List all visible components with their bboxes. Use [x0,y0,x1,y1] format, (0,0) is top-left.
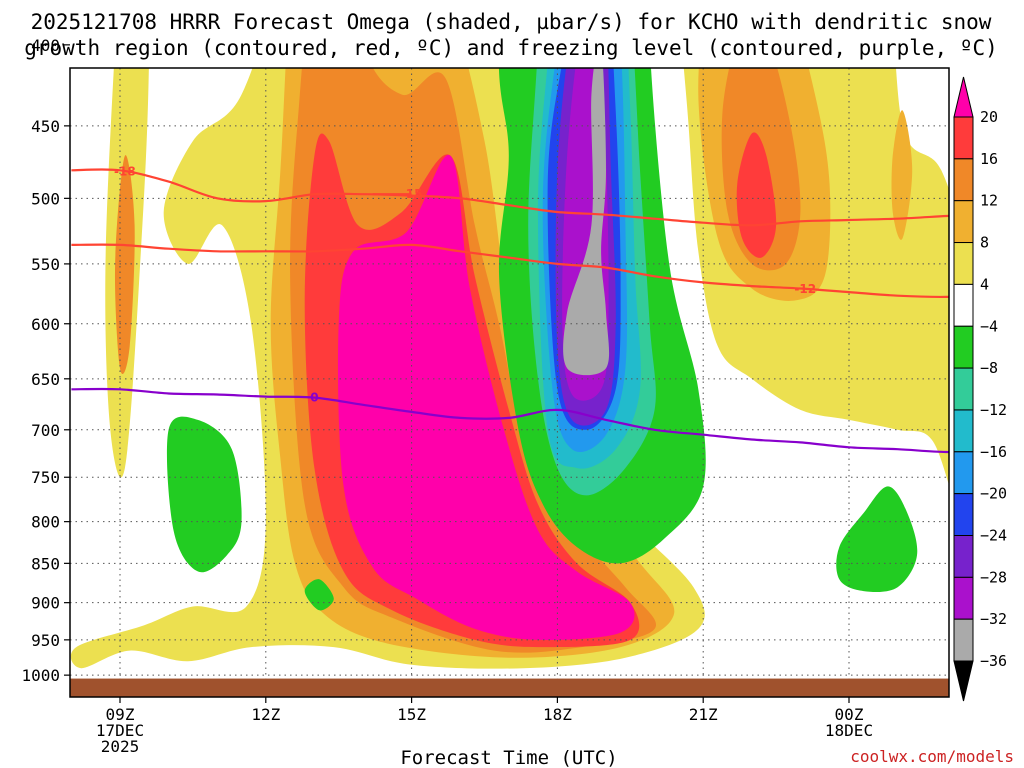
y-tick-label-450: 450 [31,117,60,136]
y-tick-label-850: 850 [31,554,60,573]
x-tick-label-24-0: 00Z [835,705,864,724]
colorbar-label-1: 16 [980,150,998,168]
colorbar-bin-4 [953,242,974,285]
colorbar-label-6: −8 [980,359,998,377]
y-tick-label-400: 400 [31,36,60,55]
x-tick-label-12-0: 12Z [251,705,280,724]
colorbar: 20 16 12 8 4 −4 −8 −12 −16 −20 −24 −28 −32 −36 [953,76,1007,702]
colorbar-label-2: 12 [980,192,998,210]
colorbar-label-4: 4 [980,275,989,293]
colorbar-bin-2 [953,158,974,202]
x-tick-label-9-2: 2025 [101,737,140,756]
colorbar-bin-3 [953,200,974,244]
plot-frame [69,67,950,698]
colorbar-label-10: −24 [980,527,1007,545]
colorbar-bin-5 [953,283,974,327]
dendritic-contour-1-label: -15 [401,187,423,201]
colorbar-bin-12 [953,576,974,620]
colorbar-label-0: 20 [980,108,998,126]
x-axis-title: Forecast Time (UTC) [400,747,617,768]
colorbar-label-9: −20 [980,485,1007,503]
y-tick-label-950: 950 [31,631,60,650]
omega-region-sinking-small-green [304,579,334,611]
colorbar-label-5: −4 [980,317,998,335]
omega-region-sinking-lower-left-green [166,416,242,573]
y-tick-label-800: 800 [31,513,60,532]
x-tick-label-9-1: 17DEC [96,721,144,740]
omega-region-sinking-lower-right-green [836,486,918,593]
x-tick-label-18-0: 18Z [543,705,572,724]
freezing-level-contour-label: 0 [310,391,318,405]
colorbar-bin-11 [953,535,974,578]
colorbar-bin-13 [953,618,974,662]
dendritic-contour-2-label: -12 [794,282,816,296]
omega-region-rising-right-blip-orange [891,110,913,240]
y-tick-label-550: 550 [31,255,60,274]
omega-region-rising-band-upper-orange [114,155,135,375]
y-tick-label-600: 600 [31,315,60,334]
colorbar-label-13: −36 [980,652,1007,670]
omega-region-sinking-main-gray [563,68,610,376]
colorbar-label-3: 8 [980,234,989,252]
y-tick-label-750: 750 [31,468,60,487]
freezing-level-contour-line [71,387,949,454]
y-tick-label-1000: 1000 [21,666,60,685]
colorbar-bin-9 [953,451,974,495]
colorbar-bin-10 [953,493,974,536]
title-line-2: growth region (contoured, red, ºC) and f… [24,36,998,60]
colorbar-bin-7 [953,367,974,411]
ground-surface [70,678,949,697]
x-tick-label-21-0: 21Z [689,705,718,724]
grid-layer [70,68,949,697]
dendritic-contour-0-label: -18 [114,164,136,178]
x-tick-label-9-0: 09Z [106,705,135,724]
credit-text: coolwx.com/models [850,747,1014,766]
omega-region-rising-right-red [736,132,777,258]
dendritic-contour-0-line [71,168,949,227]
colorbar-label-11: −28 [980,568,1007,586]
x-tick-label-15-0: 15Z [397,705,426,724]
colorbar-label-12: −32 [980,610,1007,628]
colorbar-bin-8 [953,409,974,453]
colorbar-bin-6 [953,325,974,369]
y-axis: 2503003504004505005506006507007508008509… [21,36,70,685]
omega-region-rising-main-pink [337,154,635,641]
title-line-1: 2025121708 HRRR Forecast Omega (shaded, … [31,10,992,34]
y-tick-label-700: 700 [31,421,60,440]
y-tick-label-500: 500 [31,189,60,208]
contour-layer: -18 -15 -12 0 [71,164,949,454]
y-tick-label-650: 650 [31,370,60,389]
x-tick-label-24-1: 18DEC [825,721,873,740]
colorbar-bin-1 [953,116,974,160]
dendritic-contour-2-line [71,243,949,299]
colorbar-label-7: −12 [980,401,1007,419]
colorbar-label-8: −16 [980,443,1007,461]
plot-area: -18 -15 -12 0 [70,68,949,697]
colorbar-bottom-arrow [953,660,974,702]
y-tick-label-900: 900 [31,594,60,613]
